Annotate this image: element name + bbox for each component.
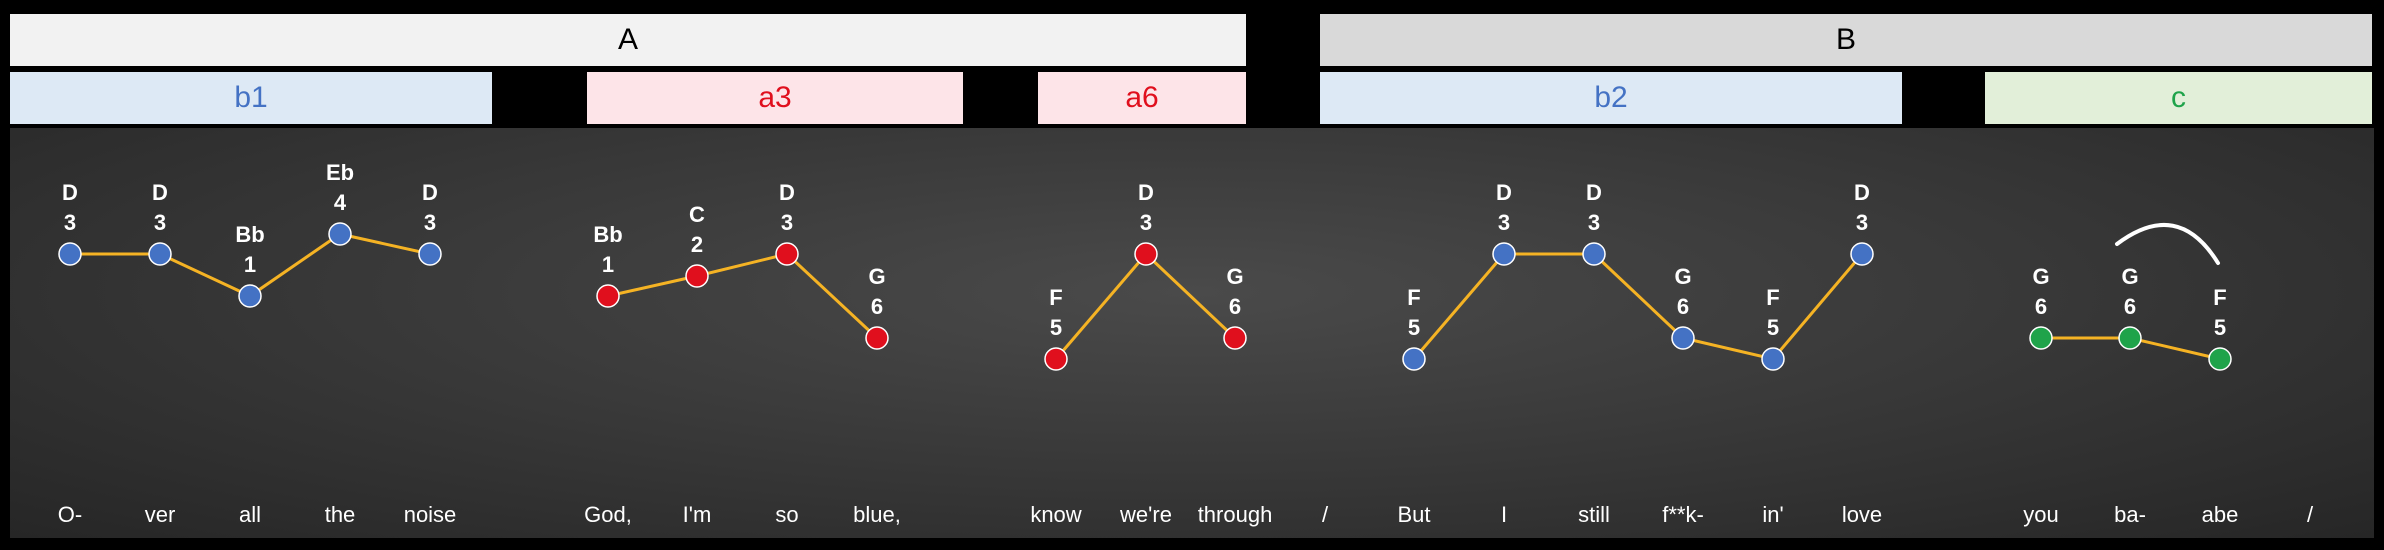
note-degree-b2-4: 5 — [1767, 315, 1779, 340]
note-degree-a3-0: 1 — [602, 252, 614, 277]
note-dot-b1-0 — [58, 242, 82, 266]
section-a-header: A — [10, 14, 1246, 66]
note-name-b2-4: F — [1766, 285, 1779, 310]
note-name-b2-5: D — [1854, 180, 1870, 205]
melody-connector-b2 — [1412, 252, 1864, 361]
section-b-header: B — [1320, 14, 2372, 66]
lyric-c-0: you — [2023, 502, 2058, 527]
note-name-a3-2: D — [779, 180, 795, 205]
note-dot-c-0 — [2029, 326, 2053, 350]
note-dot-b2-4 — [1761, 347, 1785, 371]
phrase-a3-header: a3 — [587, 72, 963, 124]
note-degree-b1-2: 1 — [244, 252, 256, 277]
note-name-b1-2: Bb — [235, 222, 264, 247]
lyric-b2-0: But — [1397, 502, 1430, 527]
lyric-b2-2: still — [1578, 502, 1610, 527]
note-dot-b1-1 — [148, 242, 172, 266]
note-degree-b2-3: 6 — [1677, 294, 1689, 319]
lyric-c-2: abe — [2202, 502, 2239, 527]
lyric-a3-3: blue, — [853, 502, 901, 527]
note-dot-a6-0 — [1044, 347, 1068, 371]
note-name-b2-3: G — [1674, 264, 1691, 289]
note-degree-a6-2: 6 — [1229, 294, 1241, 319]
lyric-b1-3: the — [325, 502, 356, 527]
lyric-b2-3: f**k- — [1662, 502, 1704, 527]
note-degree-b1-1: 3 — [154, 210, 166, 235]
note-dot-b1-4 — [418, 242, 442, 266]
note-name-c-2: F — [2213, 285, 2226, 310]
lyric-b2-4: in' — [1762, 502, 1783, 527]
lyric-c-1: ba- — [2114, 502, 2146, 527]
melody-diagram-background — [10, 128, 2374, 538]
note-dot-b1-3 — [328, 222, 352, 246]
lyric-a3-0: God, — [584, 502, 632, 527]
note-name-a6-2: G — [1226, 264, 1243, 289]
note-name-b2-0: F — [1407, 285, 1420, 310]
lyric-a3-2: so — [775, 502, 798, 527]
lyric-b1-1: ver — [145, 502, 176, 527]
note-dot-a6-1 — [1134, 242, 1158, 266]
note-name-c-0: G — [2032, 264, 2049, 289]
melody-connector-a3 — [607, 252, 879, 340]
lyric-a6-0: know — [1030, 502, 1081, 527]
note-dot-a3-2 — [775, 242, 799, 266]
lyric-b2-1: I — [1501, 502, 1507, 527]
note-degree-b1-3: 4 — [334, 190, 347, 215]
note-degree-c-0: 6 — [2035, 294, 2047, 319]
note-dot-a3-3 — [865, 326, 889, 350]
note-degree-b2-1: 3 — [1498, 210, 1510, 235]
note-dot-a6-2 — [1223, 326, 1247, 350]
note-name-b1-4: D — [422, 180, 438, 205]
note-name-a3-3: G — [868, 264, 885, 289]
note-name-b1-3: Eb — [326, 160, 354, 185]
lyric-b2-5: love — [1842, 502, 1882, 527]
note-name-b2-1: D — [1496, 180, 1512, 205]
note-name-a6-0: F — [1049, 285, 1062, 310]
note-degree-a3-1: 2 — [691, 232, 703, 257]
note-degree-a3-3: 6 — [871, 294, 883, 319]
note-degree-a6-1: 3 — [1140, 210, 1152, 235]
melody-connector-a6 — [1054, 251, 1237, 360]
note-dot-b1-2 — [238, 284, 262, 308]
phrase-b2-header: b2 — [1320, 72, 1902, 124]
note-name-b1-1: D — [152, 180, 168, 205]
note-degree-b1-0: 3 — [64, 210, 76, 235]
note-degree-a3-2: 3 — [781, 210, 793, 235]
lyric-a6-2: through — [1198, 502, 1273, 527]
phrase-c-header: c — [1985, 72, 2372, 124]
note-degree-c-2: 5 — [2214, 315, 2226, 340]
note-dot-b2-3 — [1671, 326, 1695, 350]
note-name-a3-1: C — [689, 202, 705, 227]
lyric-separator-0: / — [1322, 502, 1329, 527]
note-degree-b2-0: 5 — [1408, 315, 1420, 340]
note-dot-b2-2 — [1582, 242, 1606, 266]
lyric-a3-1: I'm — [683, 502, 712, 527]
lyric-a6-1: we're — [1119, 502, 1172, 527]
note-name-a3-0: Bb — [593, 222, 622, 247]
note-dot-c-2 — [2208, 347, 2232, 371]
note-name-b2-2: D — [1586, 180, 1602, 205]
note-dot-c-1 — [2118, 326, 2142, 350]
lyric-separator-1: / — [2307, 502, 2314, 527]
note-dot-b2-0 — [1402, 347, 1426, 371]
phrase-a6-header: a6 — [1038, 72, 1246, 124]
note-degree-b2-5: 3 — [1856, 210, 1868, 235]
note-degree-c-1: 6 — [2124, 294, 2136, 319]
note-dot-b2-1 — [1492, 242, 1516, 266]
note-degree-b2-2: 3 — [1588, 210, 1600, 235]
note-dot-a3-1 — [685, 264, 709, 288]
note-dot-b2-5 — [1850, 242, 1874, 266]
note-dot-a3-0 — [596, 284, 620, 308]
phrase-b1-header: b1 — [10, 72, 492, 124]
lyric-b1-2: all — [239, 502, 261, 527]
note-degree-b1-4: 3 — [424, 210, 436, 235]
slur-arc — [2115, 222, 2220, 265]
lyric-b1-4: noise — [404, 502, 457, 527]
note-name-a6-1: D — [1138, 180, 1154, 205]
lyric-b1-0: O- — [58, 502, 82, 527]
note-degree-a6-0: 5 — [1050, 315, 1062, 340]
note-name-b1-0: D — [62, 180, 78, 205]
note-name-c-1: G — [2121, 264, 2138, 289]
